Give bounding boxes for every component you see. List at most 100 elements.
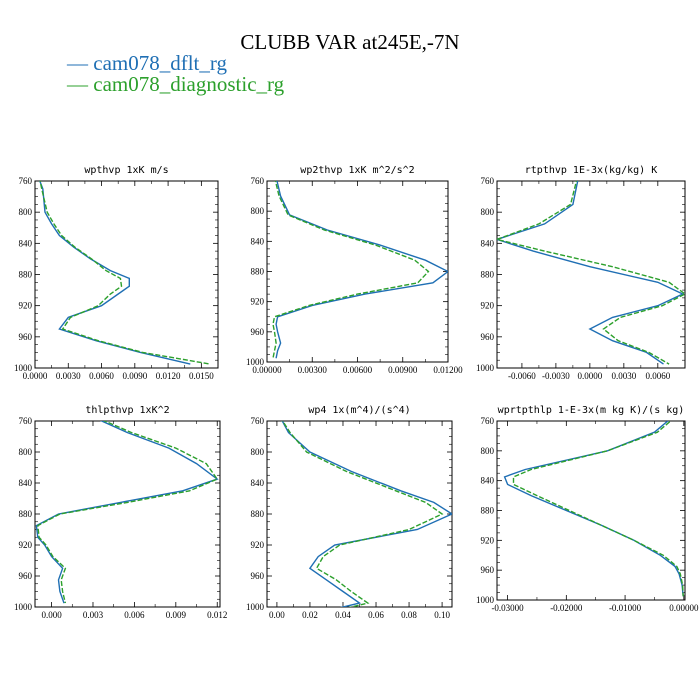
x-tick-label: 0.0000 — [23, 371, 48, 381]
series-line-dflt — [503, 421, 684, 597]
y-tick-label: 960 — [481, 565, 495, 575]
y-tick-label: 920 — [19, 301, 33, 311]
y-tick-label: 760 — [251, 416, 265, 426]
y-tick-label: 880 — [481, 270, 495, 280]
y-tick-label: 840 — [481, 238, 495, 248]
x-tick-label: 0.006 — [124, 610, 145, 620]
y-tick-label: 920 — [251, 297, 265, 307]
x-tick-label: -0.01000 — [609, 603, 642, 613]
series-line-dflt — [275, 181, 448, 359]
y-tick-label: 1000 — [14, 363, 33, 373]
panel-1: wpthvp 1xK m/s76080084088092096010000.00… — [14, 165, 219, 381]
series-line-dflt — [281, 421, 452, 607]
x-tick-label: 0.0090 — [122, 371, 147, 381]
y-tick-label: 920 — [481, 301, 495, 311]
y-tick-label: 920 — [251, 540, 265, 550]
y-tick-label: 1000 — [246, 357, 265, 367]
y-tick-label: 800 — [251, 206, 265, 216]
y-tick-label: 920 — [19, 540, 33, 550]
panel-3: rtpthvp 1E-3x(kg/kg) K 760 800 840 880 920 960… — [476, 165, 686, 381]
y-tick-label: 760 — [19, 176, 33, 186]
panel-title: thlpthvp 1xK^2 — [85, 405, 169, 416]
plot-frame — [266, 420, 453, 608]
panel-5: wp4 1x(m^4)/(s^4) 760 800 840 880 920 960 1000 0… — [246, 405, 453, 620]
x-tick-label: 0.01200 — [433, 365, 463, 375]
legend-swatch-dflt: — — [67, 51, 88, 75]
y-tick-label: 880 — [251, 267, 265, 277]
y-tick-label: 800 — [481, 207, 495, 217]
x-tick-label: 0.0120 — [156, 371, 181, 381]
y-tick-label: 1000 — [476, 363, 495, 373]
y-tick-label: 840 — [251, 478, 265, 488]
y-tick-label: 760 — [251, 176, 265, 186]
x-tick-label: 0.00300 — [298, 365, 328, 375]
x-tick-label: 0.04 — [335, 610, 351, 620]
y-tick-label: 960 — [251, 571, 265, 581]
series-line-dflt — [35, 421, 219, 604]
x-tick-label: 0.02 — [302, 610, 318, 620]
plot-frame — [496, 420, 686, 601]
y-tick-label: 960 — [251, 327, 265, 337]
y-tick-label: 800 — [251, 447, 265, 457]
x-tick-label: 0.0030 — [56, 371, 81, 381]
y-tick-label: 880 — [251, 509, 265, 519]
x-tick-label: 0.00900 — [388, 365, 418, 375]
x-tick-label: 0.0000 — [577, 371, 602, 381]
series-line-dflt — [39, 181, 191, 365]
y-tick-label: 880 — [481, 506, 495, 516]
y-tick-label: 920 — [481, 535, 495, 545]
x-tick-label: 0.08 — [401, 610, 417, 620]
x-tick-label: 0.00000 — [252, 365, 282, 375]
panel-2: wp2thvp 1xK m^2/s^2 760 800 840 880 920 960 100… — [246, 165, 463, 375]
series-line-diagnostic — [281, 421, 444, 607]
legend-entry-dflt: — cam078_dflt_rg — [67, 51, 227, 76]
y-tick-label: 1000 — [476, 595, 495, 605]
chart-title: CLUBB VAR at245E,-7N — [240, 30, 460, 54]
y-tick-label: 960 — [19, 571, 33, 581]
x-tick-label: -0.02000 — [550, 603, 583, 613]
panel-title: wp2thvp 1xK m^2/s^2 — [300, 165, 414, 176]
series-line-diagnostic — [497, 181, 685, 365]
legend-label-diagnostic: cam078_diagnostic_rg — [93, 72, 285, 96]
x-tick-label: -0.0030 — [542, 371, 570, 381]
x-tick-label: 0.0060 — [645, 371, 670, 381]
x-tick-label: 0.003 — [83, 610, 104, 620]
y-tick-label: 1000 — [246, 602, 265, 612]
y-tick-label: 760 — [19, 416, 33, 426]
x-tick-label: 0.00 — [269, 610, 285, 620]
series-line-diagnostic — [512, 421, 684, 597]
legend-label-dflt: cam078_dflt_rg — [93, 51, 228, 75]
y-tick-label: 840 — [19, 478, 33, 488]
panel-title: wpthvp 1xK m/s — [84, 165, 168, 176]
y-tick-label: 800 — [19, 207, 33, 217]
legend-swatch-diagnostic: — — [67, 72, 88, 96]
x-tick-label: 0.0030 — [611, 371, 636, 381]
panel-title: rtpthvp 1E-3x(kg/kg) K — [525, 165, 657, 176]
legend-entry-diagnostic: — cam078_diagnostic_rg — [67, 72, 284, 97]
plot-frame — [496, 180, 686, 369]
panel-title: wp4 1x(m^4)/(s^4) — [308, 405, 410, 416]
x-tick-label: 0.00600 — [343, 365, 373, 375]
y-tick-label: 1000 — [14, 602, 33, 612]
panel-6: wprtpthlp 1-E-3x(m kg K)/(s kg)760 800 840… — [476, 405, 699, 613]
x-tick-label: 0.012 — [207, 610, 227, 620]
y-tick-label: 760 — [481, 416, 495, 426]
y-tick-label: 840 — [481, 476, 495, 486]
panel-4: thlpthvp 1xK^2 760 800 840 880 920 960 1000 0.00… — [14, 405, 227, 620]
x-tick-label: 0.00000 — [669, 603, 699, 613]
y-tick-label: 800 — [481, 446, 495, 456]
series-line-dflt — [497, 181, 685, 365]
y-tick-label: 960 — [19, 332, 33, 342]
y-tick-label: 760 — [481, 176, 495, 186]
y-tick-label: 880 — [19, 270, 33, 280]
x-tick-label: 0.06 — [368, 610, 384, 620]
x-tick-label: 0.10 — [434, 610, 450, 620]
y-tick-label: 960 — [481, 332, 495, 342]
x-tick-label: 0.000 — [41, 610, 62, 620]
panel-title: wprtpthlp 1-E-3x(m kg K)/(s kg) — [498, 405, 685, 416]
y-tick-label: 840 — [251, 236, 265, 246]
series-line-diagnostic — [39, 181, 211, 365]
x-tick-label: 0.009 — [166, 610, 187, 620]
y-tick-label: 880 — [19, 509, 33, 519]
